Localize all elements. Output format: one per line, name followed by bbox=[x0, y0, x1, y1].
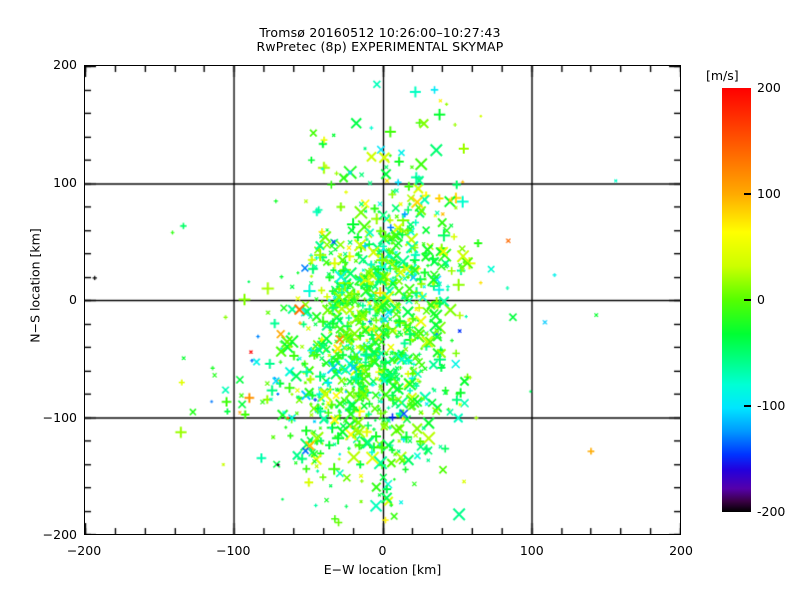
x-axis-title: E−W location [km] bbox=[323, 562, 442, 577]
y-axis-tick-label: 200 bbox=[53, 57, 77, 72]
x-axis-tick-label: −200 bbox=[66, 543, 102, 558]
y-axis-tick-label: −100 bbox=[42, 409, 77, 425]
x-axis-tick-label: 0 bbox=[378, 543, 387, 558]
colorbar-tick-label: 0 bbox=[757, 292, 765, 307]
colorbar-tick-mark bbox=[744, 405, 751, 407]
y-axis-tick-label: 100 bbox=[53, 174, 77, 190]
colorbar-tick-mark bbox=[744, 299, 751, 301]
colorbar-unit-label: [m/s] bbox=[706, 68, 739, 83]
colorbar-tick-label: -100 bbox=[757, 398, 786, 413]
colorbar-tick-label: 100 bbox=[757, 186, 781, 201]
x-axis-tick-label: 100 bbox=[519, 543, 544, 558]
colorbar-tick-label: -200 bbox=[757, 504, 786, 519]
plot-frame bbox=[84, 65, 681, 535]
x-axis-tick-label: 200 bbox=[669, 543, 693, 558]
x-axis-tick-label: −100 bbox=[216, 543, 251, 558]
y-axis-title: N−S location [km] bbox=[27, 228, 43, 343]
scatter-plot-canvas bbox=[85, 66, 680, 534]
colorbar-tick-mark bbox=[744, 193, 751, 195]
colorbar-tick-label: 200 bbox=[757, 80, 781, 95]
title-line-2: RwPretec (8p) EXPERIMENTAL SKYMAP bbox=[256, 39, 504, 54]
title-line-1: Tromsø 20160512 10:26:00–10:27:43 bbox=[259, 25, 501, 40]
chart-title: Tromsø 20160512 10:26:00–10:27:43 RwPret… bbox=[0, 26, 760, 54]
y-axis-tick-label: 0 bbox=[69, 292, 77, 307]
y-axis-tick-label: −200 bbox=[42, 527, 77, 542]
